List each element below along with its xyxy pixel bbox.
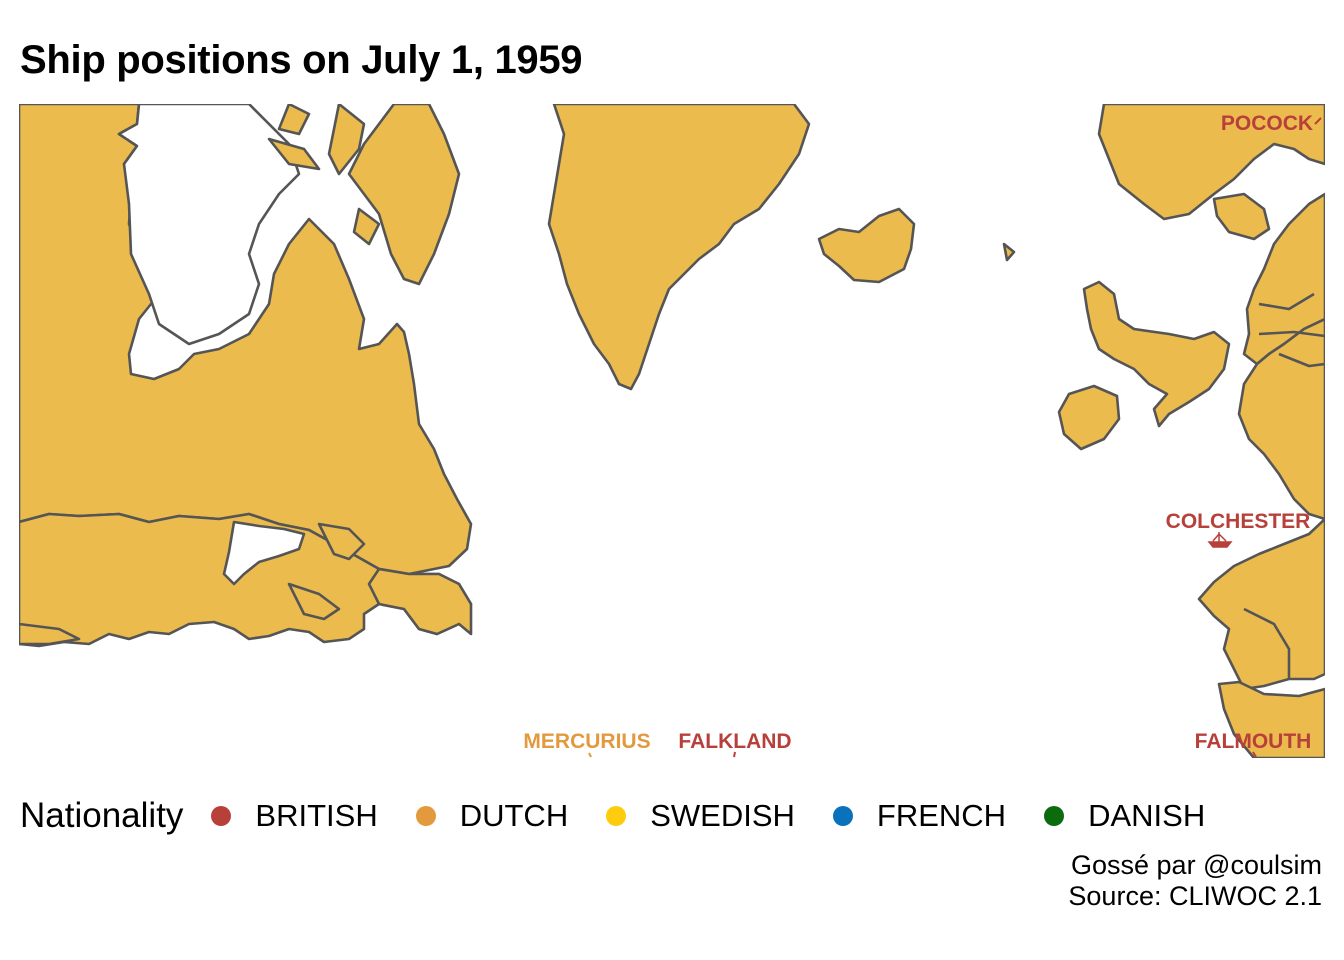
ship-label-falkland: FALKLAND: [678, 730, 791, 753]
legend: Nationality BRITISH DUTCH SWEDISH FRENCH…: [20, 796, 1233, 836]
ship-label-colchester: COLCHESTER: [1166, 510, 1311, 533]
world-map: POCOCK COLCHESTER MERCURIUS FALKLAND FAL…: [19, 104, 1325, 758]
caption-source: Source: CLIWOC 2.1: [1068, 881, 1322, 911]
greenland: [547, 104, 811, 391]
ship-marker-pocock: [1314, 117, 1322, 125]
legend-item-swedish: SWEDISH: [596, 798, 795, 834]
ship-label-falmouth: FALMOUTH: [1195, 730, 1312, 753]
ship-markers: POCOCK COLCHESTER MERCURIUS FALKLAND FAL…: [523, 112, 1322, 758]
legend-item-french: FRENCH: [823, 798, 1006, 834]
legend-dot-dutch: [415, 806, 436, 826]
legend-dot-french: [832, 806, 853, 826]
legend-item-dutch: DUTCH: [406, 798, 569, 834]
ship-mercurius[interactable]: MERCURIUS: [523, 730, 651, 758]
legend-dot-danish: [1044, 806, 1065, 826]
legend-dot-british: [211, 806, 232, 826]
legend-title: Nationality: [20, 796, 184, 835]
legend-item-british: BRITISH: [201, 798, 378, 834]
ship-falmouth[interactable]: FALMOUTH: [1195, 730, 1312, 758]
ship-label-pocock: POCOCK: [1221, 112, 1313, 135]
ship-marker-mercurius: [588, 752, 592, 758]
legend-label-british: BRITISH: [255, 798, 378, 833]
ship-colchester[interactable]: COLCHESTER: [1166, 510, 1311, 548]
map-title: Ship positions on July 1, 1959: [20, 38, 583, 82]
arctic-islands: [117, 104, 461, 346]
europe: [1057, 104, 1325, 758]
ship-marker-falkland: [733, 751, 736, 758]
ship-marker-falmouth: [1252, 751, 1257, 758]
legend-dot-swedish: [606, 806, 627, 826]
ship-icon-colchester: [1207, 532, 1233, 548]
legend-label-swedish: SWEDISH: [650, 798, 795, 833]
caption: Gossé par @coulsim Source: CLIWOC 2.1: [1068, 850, 1322, 912]
ship-falkland[interactable]: FALKLAND: [678, 730, 792, 758]
legend-label-danish: DANISH: [1088, 798, 1206, 833]
ship-label-mercurius: MERCURIUS: [523, 730, 650, 753]
legend-item-danish: DANISH: [1034, 798, 1205, 834]
ship-pocock[interactable]: POCOCK: [1221, 112, 1322, 135]
iceland: [817, 207, 1016, 284]
legend-label-dutch: DUTCH: [459, 798, 569, 833]
caption-credit: Gossé par @coulsim: [1071, 850, 1322, 880]
north-america-landmass: [19, 104, 473, 648]
legend-label-french: FRENCH: [876, 798, 1007, 833]
